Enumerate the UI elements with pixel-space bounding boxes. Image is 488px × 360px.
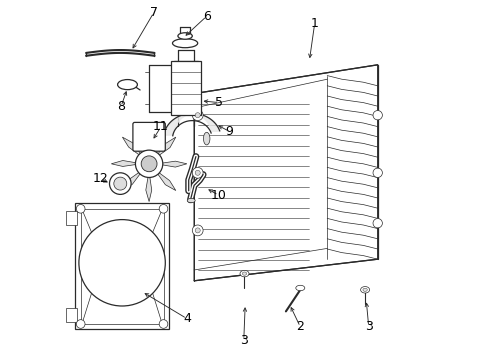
Text: 6: 6 (203, 10, 210, 23)
Text: 5: 5 (215, 96, 223, 109)
Ellipse shape (360, 287, 369, 293)
Polygon shape (122, 137, 141, 156)
Polygon shape (111, 161, 136, 166)
Ellipse shape (362, 288, 366, 292)
Circle shape (372, 168, 382, 177)
Circle shape (192, 167, 203, 178)
FancyBboxPatch shape (133, 122, 165, 151)
Ellipse shape (203, 132, 209, 145)
Bar (81, 209, 163, 324)
Circle shape (192, 225, 203, 236)
Polygon shape (146, 126, 152, 151)
Bar (75, 203, 168, 329)
Circle shape (195, 228, 200, 233)
Ellipse shape (240, 270, 248, 277)
Ellipse shape (187, 198, 195, 203)
Circle shape (109, 173, 131, 194)
Text: 9: 9 (225, 125, 233, 138)
Circle shape (195, 170, 200, 175)
Polygon shape (194, 65, 377, 281)
Circle shape (76, 320, 85, 328)
Text: 1: 1 (310, 17, 318, 30)
Text: 2: 2 (296, 320, 304, 333)
Ellipse shape (172, 39, 197, 48)
Circle shape (159, 204, 167, 213)
Text: 11: 11 (153, 120, 168, 133)
Circle shape (76, 204, 85, 213)
Text: 4: 4 (183, 312, 190, 325)
Circle shape (141, 156, 157, 172)
Polygon shape (162, 161, 186, 167)
Circle shape (135, 150, 163, 177)
Polygon shape (157, 172, 176, 190)
Bar (66, 211, 77, 225)
Circle shape (372, 219, 382, 228)
Circle shape (159, 320, 167, 328)
Ellipse shape (178, 33, 192, 39)
Bar (66, 308, 77, 322)
Text: 3: 3 (239, 334, 247, 347)
Bar (170, 61, 201, 115)
Circle shape (195, 113, 200, 118)
Polygon shape (157, 137, 176, 156)
Circle shape (79, 220, 165, 306)
Text: 8: 8 (117, 100, 125, 113)
Polygon shape (122, 172, 141, 190)
Circle shape (114, 177, 126, 190)
Ellipse shape (295, 285, 304, 291)
Circle shape (192, 110, 203, 121)
Circle shape (372, 111, 382, 120)
Ellipse shape (117, 80, 137, 90)
Ellipse shape (242, 272, 246, 275)
Polygon shape (145, 176, 151, 202)
Text: 10: 10 (210, 189, 226, 202)
Text: 3: 3 (364, 320, 372, 333)
Text: 12: 12 (92, 172, 108, 185)
Text: 7: 7 (149, 6, 158, 19)
